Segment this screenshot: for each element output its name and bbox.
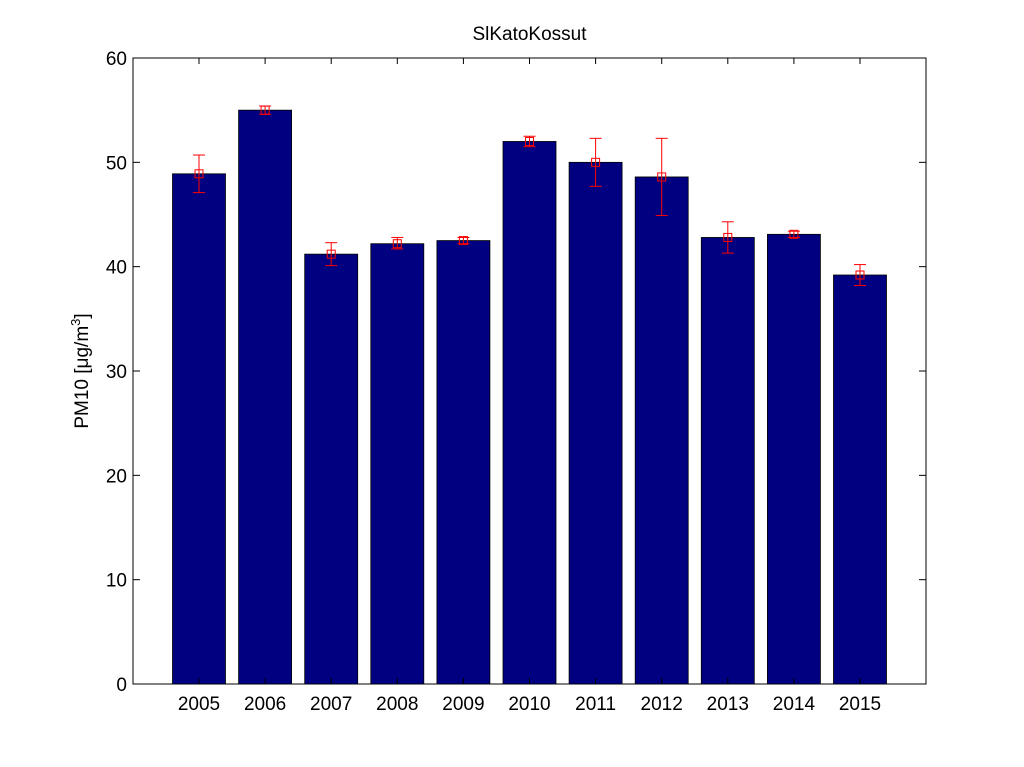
bar-2009 <box>436 240 491 685</box>
error-marker-2009 <box>458 236 468 246</box>
x-tick-label-2007: 2007 <box>310 694 352 715</box>
x-tick-label-2011: 2011 <box>575 694 616 715</box>
bar-2015 <box>833 274 887 685</box>
error-marker-2012 <box>657 172 667 182</box>
bar-2008 <box>370 243 425 685</box>
bar-2006 <box>238 109 293 685</box>
error-bars-group <box>193 105 866 286</box>
y-tick-label-0: 0 <box>116 675 127 696</box>
y-tick-label-10: 10 <box>106 571 127 592</box>
x-axis-ticks: 2005 2006 2007 2008 2009 2010 2011 2012 2013 2014… <box>178 58 881 715</box>
error-marker-2006 <box>260 105 270 115</box>
error-marker-2013 <box>723 232 733 242</box>
bar-2012 <box>634 176 689 685</box>
bar-2013 <box>700 237 755 685</box>
chart-title: SlKatoKossut <box>472 24 587 45</box>
bar-2014 <box>767 233 821 685</box>
error-marker-2007 <box>326 249 336 259</box>
error-marker-2005 <box>194 169 204 179</box>
x-tick-label-2014: 2014 <box>773 694 816 715</box>
error-marker-2010 <box>525 136 534 146</box>
bars-group <box>172 109 887 685</box>
x-tick-label-2015: 2015 <box>839 694 881 715</box>
x-tick-label-2005: 2005 <box>178 694 220 715</box>
bar-2010 <box>502 141 557 685</box>
x-tick-label-2009: 2009 <box>442 694 484 715</box>
y-tick-label-30: 30 <box>106 362 127 383</box>
y-axis-ticks: 0 10 20 30 40 50 60 <box>106 49 926 696</box>
y-axis-label: PM10 [μg/m3] <box>68 313 93 428</box>
x-tick-label-2006: 2006 <box>244 694 286 715</box>
x-tick-label-2010: 2010 <box>508 694 550 715</box>
y-tick-label-20: 20 <box>106 466 127 487</box>
bar-2011 <box>568 161 623 685</box>
x-tick-label-2012: 2012 <box>641 694 683 715</box>
y-tick-label-50: 50 <box>106 153 127 174</box>
y-tick-label-40: 40 <box>106 258 127 279</box>
x-tick-label-2013: 2013 <box>707 694 749 715</box>
bar-2007 <box>304 253 359 685</box>
error-marker-2015 <box>855 270 865 280</box>
error-marker-2011 <box>591 157 601 167</box>
error-marker-2008 <box>392 239 402 249</box>
bar-2005 <box>172 173 226 685</box>
error-marker-2014 <box>789 229 799 239</box>
y-tick-label-60: 60 <box>106 49 127 70</box>
x-tick-label-2008: 2008 <box>376 694 418 715</box>
